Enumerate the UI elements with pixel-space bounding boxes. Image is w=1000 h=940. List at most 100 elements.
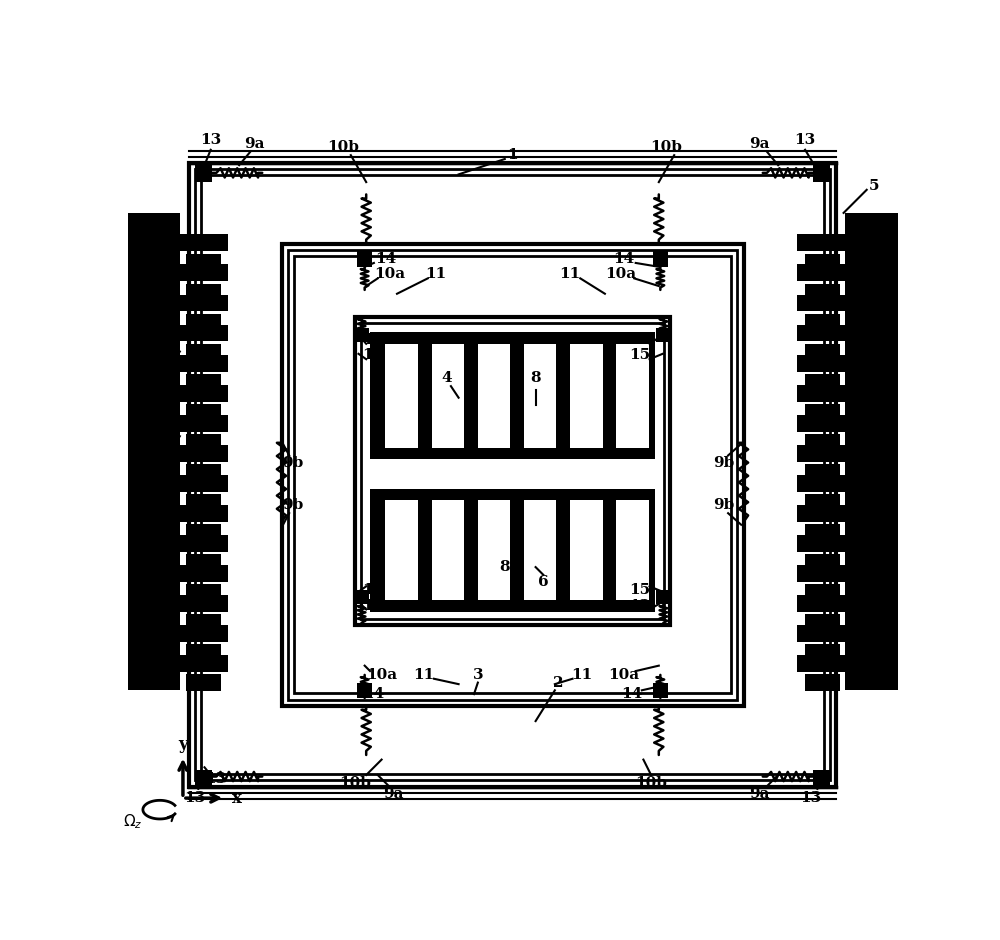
Text: 13: 13 <box>185 791 206 805</box>
Text: 12: 12 <box>362 599 383 613</box>
Bar <box>805 254 840 271</box>
Bar <box>180 655 228 672</box>
Text: 10b: 10b <box>651 140 682 154</box>
Bar <box>180 384 228 401</box>
Bar <box>180 565 228 582</box>
Bar <box>186 674 221 691</box>
Bar <box>282 243 744 706</box>
Bar <box>805 434 840 451</box>
Bar <box>180 475 228 492</box>
Bar <box>656 590 670 604</box>
Bar <box>797 354 845 371</box>
Bar <box>805 554 840 571</box>
Text: 11: 11 <box>425 268 446 281</box>
Text: 6: 6 <box>538 575 549 589</box>
Bar <box>797 264 845 281</box>
Text: 9b: 9b <box>714 498 735 512</box>
Bar <box>186 404 221 421</box>
Bar <box>294 256 731 694</box>
Text: 14: 14 <box>614 252 635 266</box>
Text: 9b: 9b <box>282 456 304 470</box>
Text: 15: 15 <box>629 583 650 597</box>
Bar <box>616 344 649 447</box>
Bar <box>180 445 228 462</box>
Bar <box>186 374 221 391</box>
Bar <box>524 500 556 601</box>
Bar <box>432 344 464 447</box>
Bar <box>186 494 221 511</box>
Text: 13: 13 <box>801 791 822 805</box>
Bar <box>797 535 845 552</box>
Bar <box>797 625 845 642</box>
Bar <box>805 494 840 511</box>
Text: 15: 15 <box>362 349 383 362</box>
Bar <box>195 770 212 787</box>
Text: 12: 12 <box>629 599 650 613</box>
Text: 12: 12 <box>629 333 650 347</box>
Bar <box>653 251 668 267</box>
Bar <box>195 169 830 780</box>
Bar <box>370 489 655 612</box>
Text: 10b: 10b <box>339 776 371 790</box>
Text: 9a: 9a <box>383 788 403 801</box>
Bar <box>189 163 836 787</box>
Text: 14: 14 <box>375 252 396 266</box>
Text: 10a: 10a <box>366 668 397 681</box>
Bar <box>805 314 840 331</box>
Bar <box>570 344 603 447</box>
Bar <box>180 505 228 522</box>
Bar <box>524 344 556 447</box>
Bar <box>797 294 845 311</box>
Bar <box>288 250 737 699</box>
Text: 12: 12 <box>362 333 383 347</box>
Bar <box>355 317 670 625</box>
Bar <box>805 344 840 361</box>
Bar <box>385 500 418 601</box>
Text: 9a: 9a <box>749 136 769 150</box>
Text: 7: 7 <box>138 414 148 428</box>
Bar <box>357 682 372 698</box>
Bar <box>797 505 845 522</box>
Bar <box>180 535 228 552</box>
Bar <box>355 328 369 342</box>
Text: 8: 8 <box>530 371 541 385</box>
Bar <box>128 212 180 690</box>
Text: 5: 5 <box>869 179 880 193</box>
Text: 9b: 9b <box>282 498 304 512</box>
Text: 11: 11 <box>571 668 592 681</box>
Bar <box>797 595 845 612</box>
Text: 11: 11 <box>413 668 435 681</box>
Text: 14: 14 <box>621 687 642 701</box>
Bar <box>805 644 840 661</box>
Bar <box>813 770 830 787</box>
Text: 9a: 9a <box>749 788 769 801</box>
Text: $\Omega_z$: $\Omega_z$ <box>123 812 143 831</box>
Bar <box>385 344 418 447</box>
Bar <box>478 500 510 601</box>
Text: 10b: 10b <box>327 140 359 154</box>
Bar <box>805 524 840 540</box>
Bar <box>797 234 845 251</box>
Bar <box>570 500 603 601</box>
Text: 10a: 10a <box>609 668 640 681</box>
Bar <box>805 584 840 601</box>
Text: 7: 7 <box>877 275 887 290</box>
Bar <box>805 614 840 631</box>
Text: y: y <box>178 736 188 753</box>
Bar <box>805 464 840 481</box>
Bar <box>797 565 845 582</box>
Bar <box>180 625 228 642</box>
Bar <box>805 374 840 391</box>
Text: 13: 13 <box>794 133 816 147</box>
Bar <box>186 434 221 451</box>
Text: 10a: 10a <box>605 268 636 281</box>
Bar <box>180 324 228 341</box>
Bar <box>186 644 221 661</box>
Bar <box>805 674 840 691</box>
Bar <box>180 264 228 281</box>
Text: 9b: 9b <box>714 456 735 470</box>
Text: 1: 1 <box>507 149 518 162</box>
Bar <box>186 314 221 331</box>
Bar <box>186 464 221 481</box>
Bar <box>656 328 670 342</box>
